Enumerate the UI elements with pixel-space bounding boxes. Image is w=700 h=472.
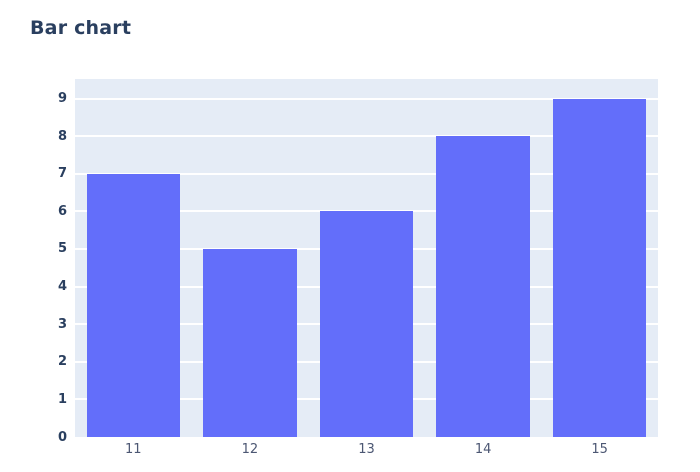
ytick-1: 1 — [57, 391, 67, 407]
ytick-4: 4 — [57, 279, 67, 295]
xtick-12: 12 — [241, 442, 259, 457]
ytick-8: 8 — [57, 128, 67, 144]
bar-14[interactable] — [436, 136, 530, 437]
xtick-11: 11 — [125, 442, 142, 457]
gridline-9 — [75, 97, 658, 100]
bar-12[interactable] — [203, 248, 297, 437]
gridline-7 — [75, 172, 658, 175]
ytick-0: 0 — [57, 429, 67, 445]
bar-15[interactable] — [553, 98, 647, 437]
ytick-3: 3 — [57, 316, 67, 332]
ytick-9: 9 — [57, 91, 67, 107]
bar-11[interactable] — [86, 173, 180, 437]
bar-13[interactable] — [319, 211, 414, 437]
chart-title: Bar chart — [30, 17, 132, 39]
gridline-8 — [75, 135, 658, 138]
ytick-6: 6 — [57, 203, 67, 219]
xtick-13: 13 — [358, 442, 375, 457]
ytick-7: 7 — [57, 166, 67, 182]
xtick-15: 15 — [591, 442, 608, 457]
xtick-14: 14 — [474, 442, 492, 457]
plot-area[interactable] — [75, 79, 658, 437]
ytick-5: 5 — [57, 241, 67, 257]
ytick-2: 2 — [57, 354, 67, 370]
